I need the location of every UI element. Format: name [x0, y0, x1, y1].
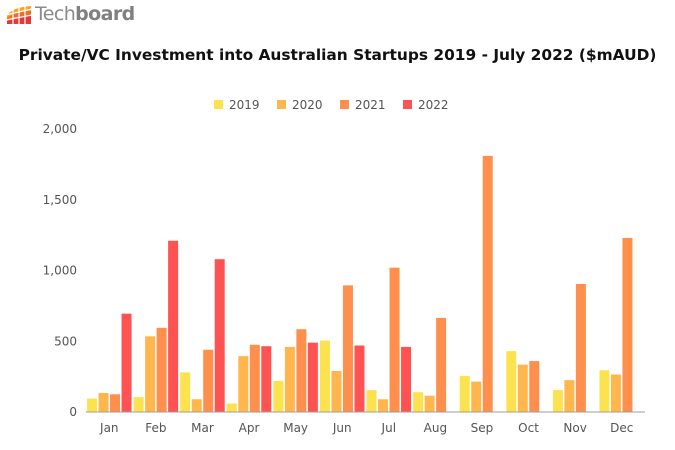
- bar-2020-may: [284, 346, 295, 412]
- bar-2020-jun: [331, 370, 342, 412]
- legend: 2019 2020 2021 2022: [214, 98, 449, 112]
- x-axis: Jan Feb Mar Apr May Jun Jul Aug Sep Oct Nov Dec: [99, 421, 633, 435]
- y-tick-label: 1,500: [43, 193, 77, 207]
- bar-2019-nov: [552, 390, 563, 412]
- bar-2022-jun: [354, 345, 365, 412]
- bar-2020-aug: [424, 395, 435, 412]
- x-tick-label: Dec: [610, 421, 633, 435]
- bar-2022-may: [307, 342, 318, 412]
- bar-2019-oct: [506, 351, 517, 412]
- y-tick-label: 0: [69, 405, 77, 419]
- bar-2021-may: [296, 329, 307, 412]
- x-tick-label: Jul: [381, 421, 396, 435]
- bars: [87, 155, 633, 412]
- techboard-logo[interactable]: Techboard: [6, 2, 135, 26]
- bar-2021-dec: [622, 237, 633, 412]
- legend-swatch-2019: [214, 100, 223, 109]
- bar-2019-sep: [459, 375, 470, 412]
- brand-name-bold: board: [75, 3, 135, 25]
- bar-2019-jan: [87, 398, 98, 412]
- bar-2021-nov: [575, 283, 586, 412]
- bar-2020-jan: [98, 392, 109, 412]
- y-tick-label: 2,000: [43, 122, 77, 136]
- bar-2022-mar: [214, 259, 225, 412]
- x-tick-label: Jun: [332, 421, 352, 435]
- chart-title: Private/VC Investment into Australian St…: [18, 46, 657, 64]
- y-tick-label: 500: [54, 334, 77, 348]
- bar-2020-nov: [564, 380, 575, 412]
- bar-2022-jul: [401, 346, 412, 412]
- legend-label: 2021: [355, 98, 386, 112]
- x-tick-label: Apr: [239, 421, 260, 435]
- bar-2021-sep: [482, 155, 493, 412]
- bar-2020-apr: [238, 356, 249, 412]
- bar-2020-sep: [471, 381, 482, 412]
- y-tick-label: 1,000: [43, 264, 77, 278]
- bar-2020-feb: [145, 336, 156, 412]
- bar-2019-feb: [133, 397, 144, 412]
- brand-name-regular: Tech: [35, 3, 76, 25]
- bar-2019-aug: [413, 392, 424, 412]
- x-tick-label: Nov: [563, 421, 586, 435]
- bar-2021-jan: [110, 394, 121, 412]
- legend-label: 2022: [418, 98, 449, 112]
- bar-2021-jun: [342, 285, 353, 412]
- bar-2022-feb: [168, 240, 179, 412]
- bar-2022-apr: [261, 346, 272, 412]
- bar-2021-jul: [389, 267, 400, 412]
- bar-2021-apr: [249, 344, 260, 412]
- x-tick-label: Jan: [99, 421, 119, 435]
- bar-2019-mar: [180, 372, 191, 412]
- bar-2019-jul: [366, 390, 377, 412]
- techboard-logo-icon: [6, 5, 32, 25]
- x-tick-label: Mar: [191, 421, 214, 435]
- legend-label: 2019: [229, 98, 260, 112]
- bar-2020-jul: [378, 399, 389, 412]
- bar-2019-jun: [319, 340, 330, 412]
- bar-2021-mar: [203, 349, 214, 412]
- bar-2022-jan: [121, 313, 132, 412]
- legend-swatch-2021: [340, 100, 349, 109]
- x-tick-label: Sep: [471, 421, 494, 435]
- y-axis: 0 500 1,000 1,500 2,000: [43, 122, 77, 419]
- x-tick-label: Oct: [518, 421, 539, 435]
- legend-label: 2020: [292, 98, 323, 112]
- brand-name: Techboard: [35, 3, 135, 25]
- bar-2020-mar: [191, 399, 202, 412]
- legend-swatch-2020: [277, 100, 286, 109]
- bar-2021-feb: [156, 327, 167, 412]
- bar-2021-oct: [529, 361, 540, 412]
- bar-2019-may: [273, 380, 284, 412]
- x-tick-label: May: [283, 421, 308, 435]
- bar-2020-oct: [517, 364, 528, 412]
- bar-2020-dec: [610, 374, 621, 412]
- x-tick-label: Feb: [145, 421, 166, 435]
- legend-swatch-2022: [403, 100, 412, 109]
- bar-2021-aug: [436, 317, 447, 412]
- x-tick-label: Aug: [424, 421, 447, 435]
- bar-2019-dec: [599, 370, 610, 412]
- bar-2019-apr: [226, 403, 237, 412]
